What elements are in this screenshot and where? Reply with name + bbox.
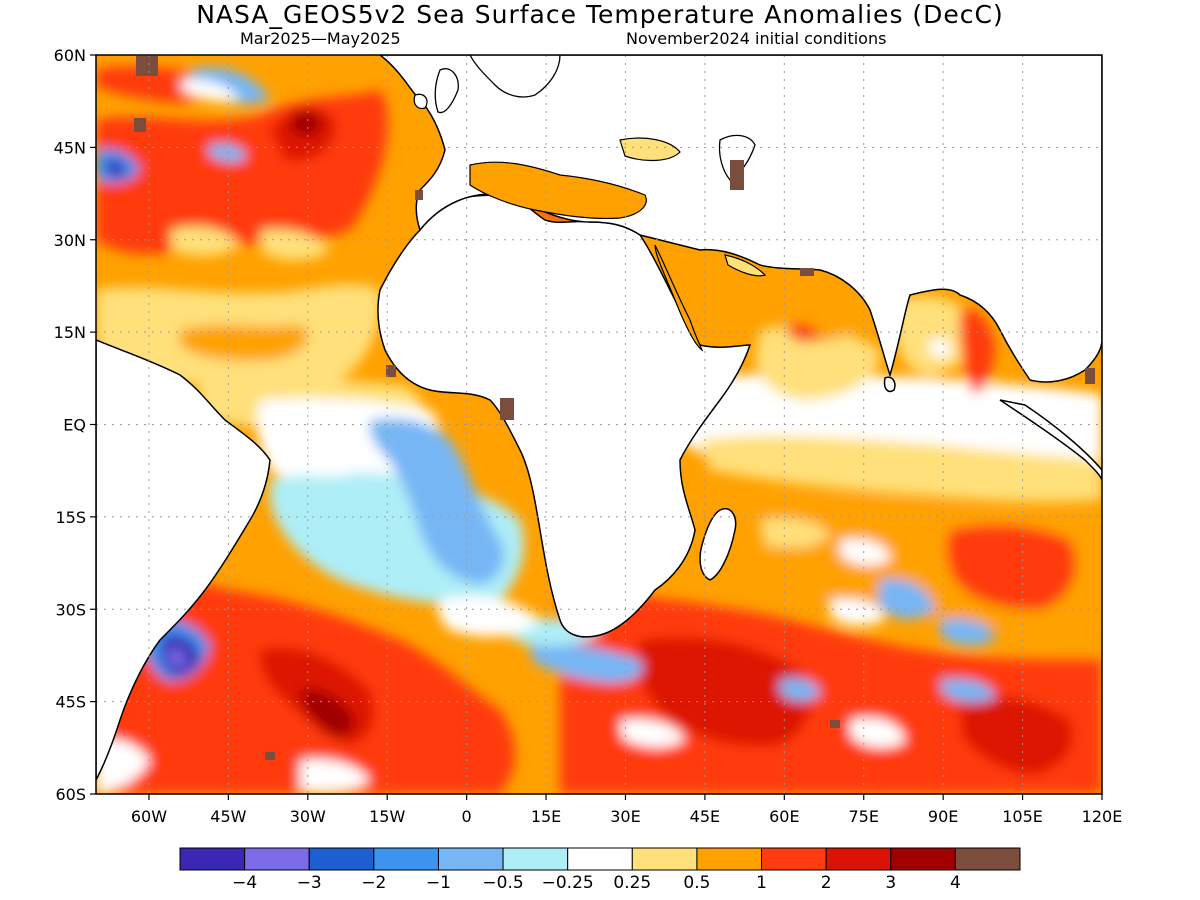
colorbar-swatch	[761, 847, 827, 871]
lat-label: 45N	[54, 138, 86, 157]
colorbar-swatch	[244, 847, 310, 871]
initial-conditions: November2024 initial conditions	[626, 29, 887, 48]
colorbar-label: 3	[885, 873, 896, 893]
lon-label: 60W	[131, 807, 167, 826]
lon-label: 45W	[210, 807, 246, 826]
forecast-period: Mar2025—May2025	[240, 29, 401, 48]
colorbar-label: 0.5	[683, 873, 710, 893]
lat-label: 30N	[54, 231, 86, 250]
inland-seas	[469, 137, 767, 352]
colorbar-swatch	[373, 847, 439, 871]
lon-label: 15W	[369, 807, 405, 826]
colorbar-label: −3	[297, 873, 322, 893]
colorbar-label: −1	[426, 873, 451, 893]
lon-label: 15E	[531, 807, 561, 826]
colorbar-label: 0.25	[613, 873, 651, 893]
land	[96, 55, 1102, 781]
colorbar-swatch	[567, 847, 633, 871]
lat-label: EQ	[63, 416, 86, 435]
colorbar-label: 2	[821, 873, 832, 893]
extreme-anomaly-patches	[134, 56, 1095, 760]
colorbar-swatch	[631, 847, 698, 871]
lat-label: 30S	[55, 600, 86, 619]
lat-label: 45S	[55, 693, 86, 712]
colorbar-swatch	[437, 847, 504, 871]
lon-label: 90E	[928, 807, 958, 826]
colorbar-label: 4	[950, 873, 961, 893]
lon-label: 45E	[690, 807, 720, 826]
colorbar-swatch	[308, 847, 375, 871]
colorbar-label: 1	[756, 873, 767, 893]
colorbar-swatch	[825, 847, 892, 871]
lon-label: 120E	[1082, 807, 1123, 826]
colorbar-label: −4	[232, 873, 257, 893]
lat-label: 60N	[54, 46, 86, 65]
lon-label: 105E	[1002, 807, 1043, 826]
lon-label: 75E	[849, 807, 879, 826]
colorbar-swatch	[179, 847, 246, 871]
colorbar-label: −0.25	[542, 873, 594, 893]
anomaly-field	[96, 55, 1102, 794]
lon-label: 0	[462, 807, 472, 826]
colorbar-swatch	[890, 847, 956, 871]
lat-label: 15N	[54, 323, 86, 342]
graticule	[96, 55, 1102, 794]
map-title: NASA_GEOS5v2 Sea Surface Temperature Ano…	[196, 0, 1004, 29]
longitude-ticks: 60W 45W 30W 15W 0 15E 30E 45E 60E 75E 90E 105E 120E	[131, 794, 1122, 826]
colorbar-swatch	[696, 847, 763, 871]
latitude-ticks: 60N 45N 30N 15N EQ 15S 30S 45S 60S	[54, 46, 96, 804]
lon-label: 60E	[769, 807, 799, 826]
colorbar-label: −2	[361, 873, 386, 893]
colorbar: −4 −3 −2 −1 −0.5 −0.25 0.25 0.5 1 2 3 4	[179, 847, 1021, 893]
colorbar-swatch	[954, 847, 1021, 871]
northern-europe	[413, 55, 756, 181]
lat-label: 15S	[55, 508, 86, 527]
colorbar-swatch	[502, 847, 569, 871]
lat-label: 60S	[55, 785, 86, 804]
colorbar-label: −0.5	[482, 873, 523, 893]
lon-label: 30W	[290, 807, 326, 826]
lon-label: 30E	[610, 807, 640, 826]
